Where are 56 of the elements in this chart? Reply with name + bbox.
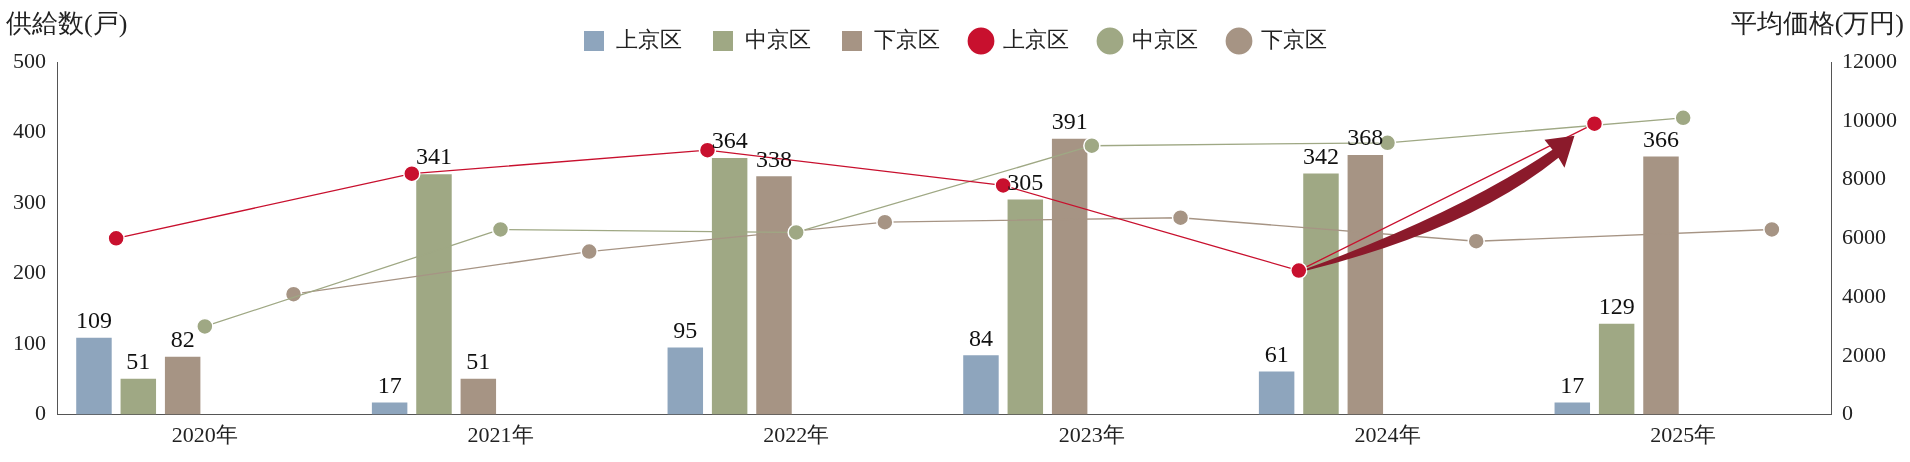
y-tick-label: 0: [35, 400, 46, 426]
bar: [371, 402, 408, 415]
y2-axis-title: 平均価格(万円): [1730, 8, 1904, 40]
data-label: 129: [1598, 292, 1635, 319]
y-tick-label: 400: [13, 118, 46, 144]
bar: [120, 378, 157, 415]
bar: [164, 356, 201, 415]
y-axis-title: 供給数(戸): [6, 8, 128, 40]
bar: [963, 355, 999, 415]
x-tick-label: 2024年: [1354, 421, 1421, 447]
bar: [76, 337, 112, 415]
data-label: 95: [673, 316, 698, 343]
data-label: 51: [126, 347, 151, 374]
legend-label: 上京区: [1003, 26, 1069, 52]
data-label: 61: [1264, 340, 1289, 367]
x-tick-label: 2020年: [171, 421, 238, 447]
y-tick-label: 500: [13, 47, 46, 73]
bar: [1598, 323, 1635, 415]
y-tick-label: 100: [13, 329, 46, 355]
legend-label: 上京区: [616, 26, 682, 52]
data-label: 84: [968, 324, 993, 351]
bar: [460, 378, 497, 415]
bar: [667, 347, 704, 415]
data-label: 17: [377, 371, 402, 398]
legend-label: 下京区: [874, 26, 940, 52]
legend-label: 下京区: [1261, 26, 1327, 52]
data-label: 341: [415, 143, 452, 170]
y2-tick-label: 8000: [1842, 165, 1886, 191]
x-tick-label: 2021年: [467, 421, 534, 447]
y2-tick-label: 0: [1842, 400, 1853, 426]
data-label: 342: [1302, 142, 1339, 169]
bar: [1303, 173, 1339, 415]
bar: [1258, 371, 1295, 415]
x-tick-label: 2023年: [1058, 421, 1125, 447]
data-label: 366: [1642, 125, 1679, 152]
data-label: 305: [1007, 168, 1044, 195]
data-label: 51: [466, 347, 491, 374]
legend-label: 中京区: [745, 26, 811, 52]
y-tick-label: 300: [13, 188, 46, 214]
y2-tick-label: 12000: [1842, 47, 1897, 73]
data-label: 82: [170, 326, 195, 353]
data-label: 364: [711, 127, 748, 154]
data-label: 109: [75, 307, 112, 334]
bar: [1007, 199, 1044, 415]
data-label: 368: [1347, 124, 1384, 151]
x-tick-label: 2025年: [1650, 421, 1717, 447]
data-label: 391: [1051, 108, 1088, 135]
legend-label: 中京区: [1132, 26, 1198, 52]
y2-tick-label: 4000: [1842, 282, 1886, 308]
x-tick-label: 2022年: [763, 421, 830, 447]
y2-tick-label: 2000: [1842, 341, 1886, 367]
bar: [1554, 402, 1591, 415]
y2-tick-label: 6000: [1842, 224, 1886, 250]
data-label: 17: [1560, 371, 1585, 398]
y-tick-label: 200: [13, 259, 46, 285]
y2-tick-label: 10000: [1842, 106, 1897, 132]
